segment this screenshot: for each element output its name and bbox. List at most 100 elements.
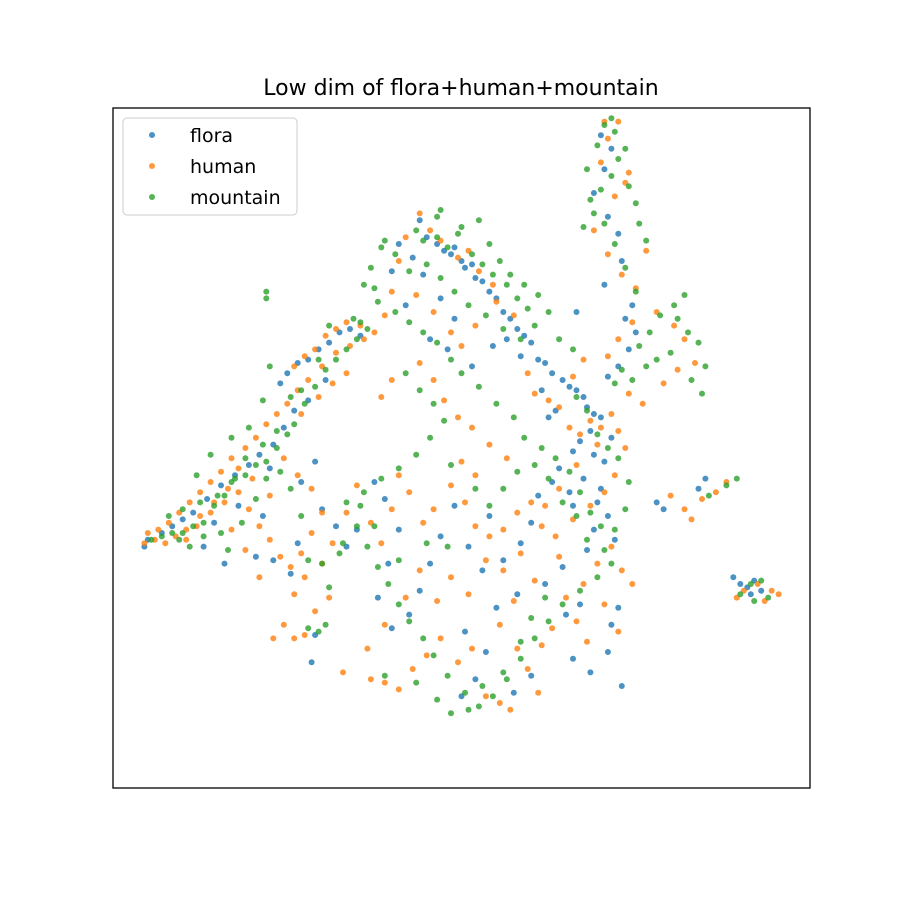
point-human [486,441,493,448]
point-mountain [688,377,695,383]
point-flora [270,557,277,564]
point-mountain [378,475,385,482]
point-mountain [500,326,507,332]
point-mountain [486,241,493,247]
point-mountain [336,550,343,557]
point-human [510,598,517,604]
point-human [441,397,448,404]
point-flora [371,479,378,485]
point-human [430,309,437,315]
point-human [556,485,563,492]
point-mountain [395,465,402,472]
point-human [538,642,545,649]
point-human [409,666,416,672]
point-mountain [535,292,542,298]
point-mountain [646,329,653,336]
point-mountain [667,349,674,356]
point-human [360,336,367,343]
point-mountain [500,669,507,676]
point-human [615,118,622,125]
point-flora [590,190,597,196]
point-mountain [218,530,224,536]
point-human [388,377,395,383]
point-flora [737,581,744,587]
point-flora [402,302,409,309]
point-human [322,332,329,339]
point-mountain [357,319,364,326]
point-flora [580,394,587,400]
point-human [284,400,291,407]
point-flora [563,611,569,618]
point-flora [374,594,381,601]
point-flora [312,458,319,465]
point-human [615,628,622,635]
point-mountain [214,492,221,499]
point-mountain [681,292,688,298]
point-human [256,523,263,530]
point-flora [427,560,434,567]
legend: flora human mountain [122,117,298,216]
point-flora [465,543,472,550]
point-human [395,686,402,693]
point-mountain [636,220,643,227]
point-flora [604,649,611,655]
point-flora [388,625,395,632]
point-flora [629,302,636,309]
point-human [639,400,646,407]
point-mountain [545,309,552,315]
point-human [301,632,308,638]
point-mountain [524,305,531,312]
point-flora [235,502,242,509]
point-mountain [632,200,639,207]
point-mountain [444,672,451,679]
point-flora [298,479,305,485]
point-flora [545,414,552,421]
point-mountain [559,499,566,506]
point-human [587,502,594,509]
point-mountain [259,397,266,404]
point-human [144,530,151,536]
point-flora [388,268,395,275]
point-mountain [611,128,618,135]
point-flora [381,496,388,502]
point-mountain [538,445,545,451]
point-flora [347,326,353,332]
point-mountain [573,394,580,400]
point-flora [437,533,444,540]
point-human [643,247,650,254]
point-human [510,312,517,319]
point-mountain [503,281,510,288]
point-human [608,543,615,550]
point-flora [211,519,218,526]
point-mountain [273,428,280,434]
point-human [448,329,454,336]
point-human [197,513,204,519]
point-human [455,659,461,666]
point-human [402,234,409,241]
point-mountain [521,434,528,441]
point-human [448,574,454,581]
point-human [535,689,542,696]
point-mountain [322,621,329,628]
point-flora [584,547,590,553]
point-mountain [343,499,350,506]
point-human [604,135,611,142]
point-mountain [475,217,482,224]
point-human [319,509,326,516]
point-flora [322,377,329,383]
point-flora [570,655,576,662]
point-mountain [765,594,772,601]
point-flora [514,326,521,332]
point-mountain [584,407,590,414]
point-flora [277,380,284,387]
point-human [333,326,339,332]
point-human [692,360,698,366]
point-mountain [702,363,709,370]
point-mountain [622,506,629,513]
point-flora [702,475,709,482]
point-mountain [423,540,430,547]
point-human [489,281,496,288]
point-mountain [287,485,294,492]
point-human [601,601,608,608]
point-flora [266,465,273,472]
